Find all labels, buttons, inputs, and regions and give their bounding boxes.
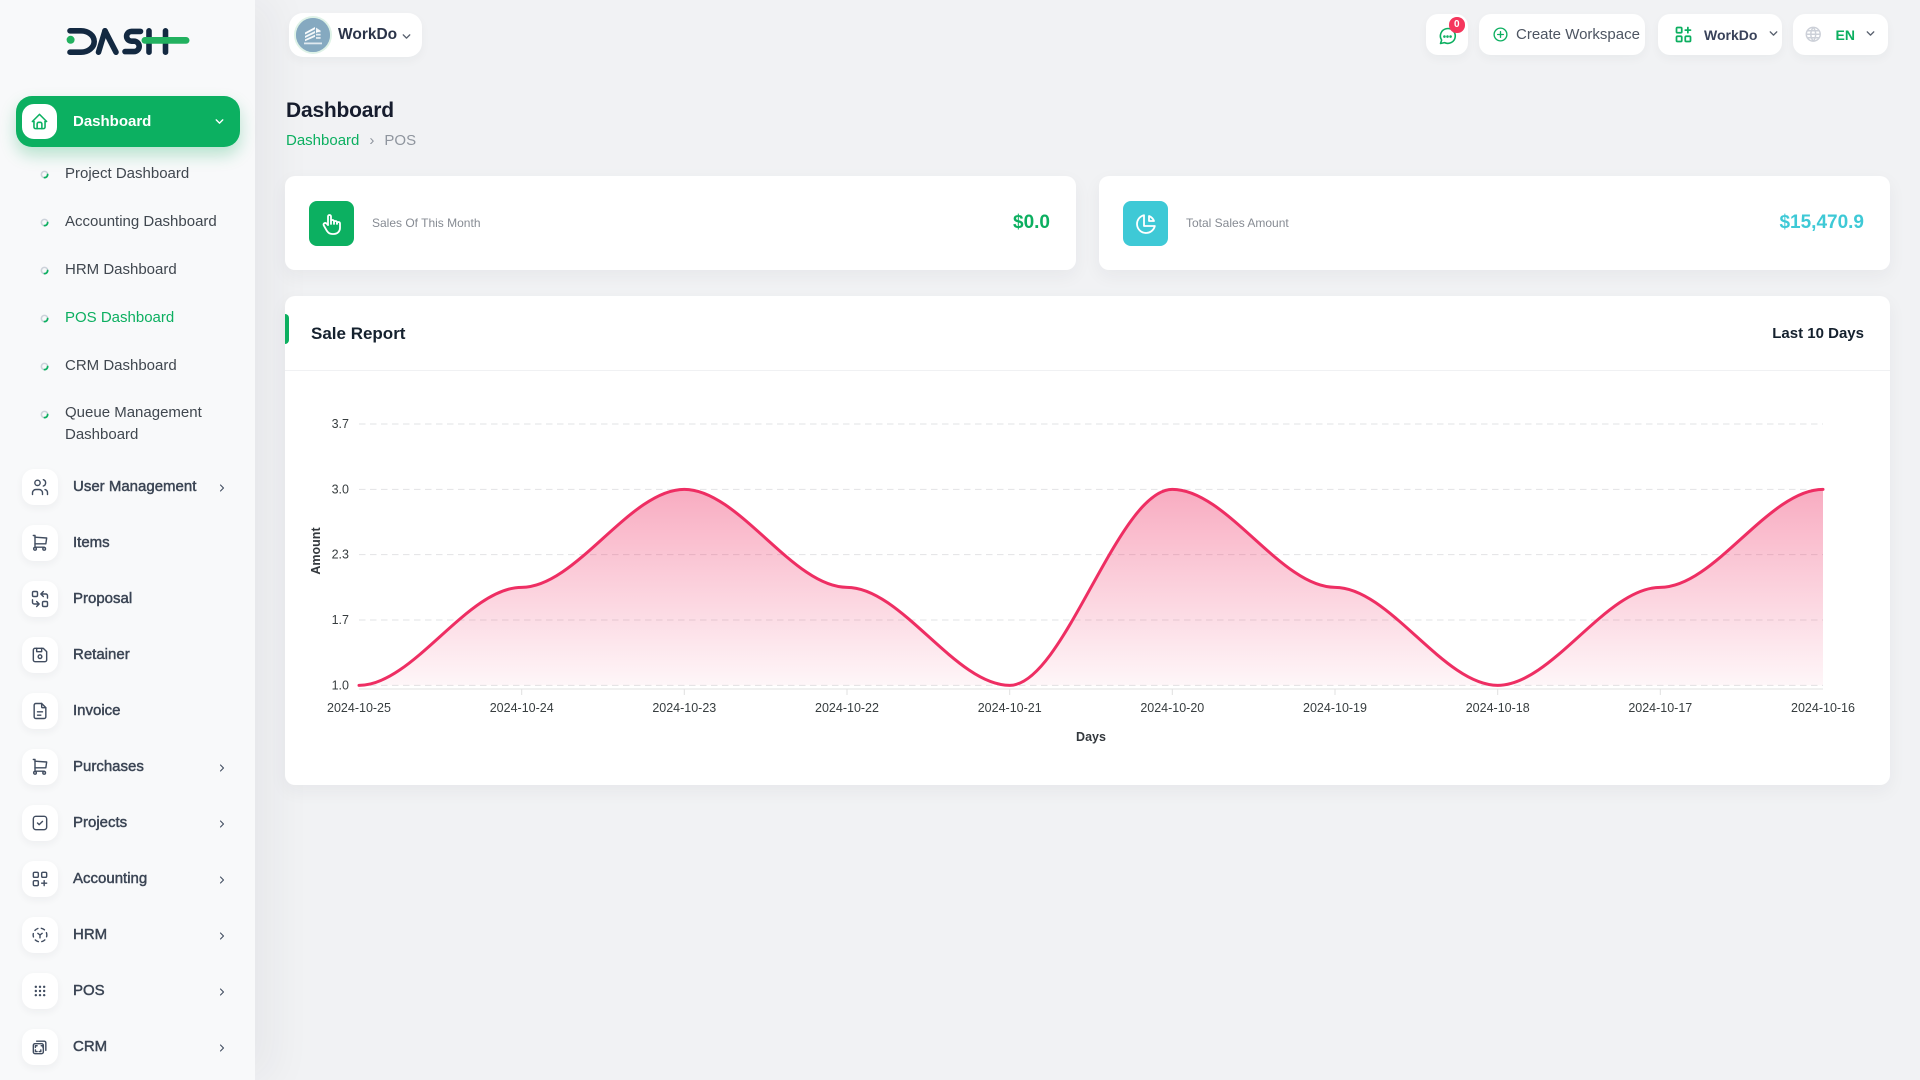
svg-text:2.3: 2.3	[332, 548, 349, 562]
svg-text:3.0: 3.0	[332, 482, 349, 496]
svg-text:Days: Days	[1076, 730, 1106, 744]
svg-text:2024-10-21: 2024-10-21	[978, 701, 1042, 715]
svg-text:2024-10-19: 2024-10-19	[1303, 701, 1367, 715]
svg-text:2024-10-20: 2024-10-20	[1140, 701, 1204, 715]
svg-text:2024-10-25: 2024-10-25	[327, 701, 391, 715]
svg-text:2024-10-23: 2024-10-23	[652, 701, 716, 715]
svg-text:2024-10-22: 2024-10-22	[815, 701, 879, 715]
svg-text:1.0: 1.0	[332, 678, 349, 692]
svg-text:2024-10-17: 2024-10-17	[1628, 701, 1692, 715]
svg-text:2024-10-16: 2024-10-16	[1791, 701, 1855, 715]
svg-text:3.7: 3.7	[332, 417, 349, 431]
svg-text:Amount: Amount	[309, 527, 323, 575]
svg-text:2024-10-18: 2024-10-18	[1466, 701, 1530, 715]
svg-text:2024-10-24: 2024-10-24	[490, 701, 554, 715]
svg-text:1.7: 1.7	[332, 613, 349, 627]
